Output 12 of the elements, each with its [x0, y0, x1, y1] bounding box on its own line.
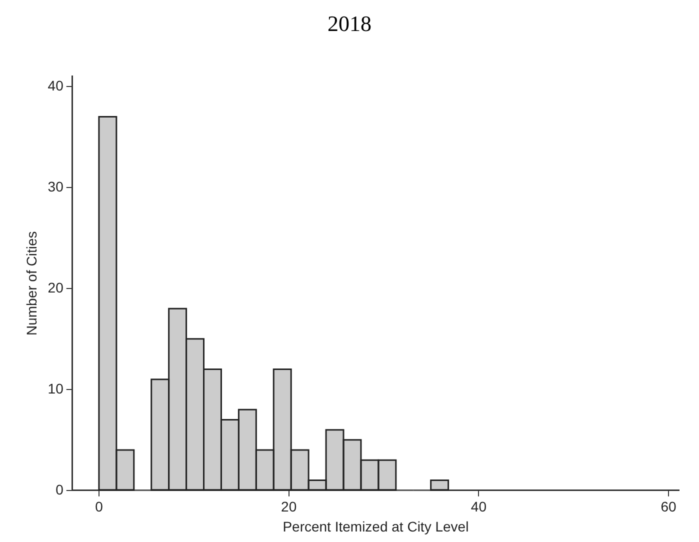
x-axis-title: Percent Itemized at City Level [282, 518, 469, 534]
x-tick-label: 60 [660, 498, 677, 515]
y-tick-label: 30 [48, 178, 64, 194]
y-tick-label: 10 [48, 380, 64, 396]
x-tick-label: 40 [470, 498, 487, 515]
chart-title: 2018 [328, 10, 372, 36]
x-tick-label: 20 [281, 498, 297, 515]
y-tick-label: 20 [48, 279, 64, 296]
y-axis-title: Number of Cities [23, 231, 40, 336]
y-tick-label: 0 [56, 481, 64, 498]
x-tick-label: 0 [95, 498, 104, 515]
y-tick-label: 40 [48, 77, 64, 94]
